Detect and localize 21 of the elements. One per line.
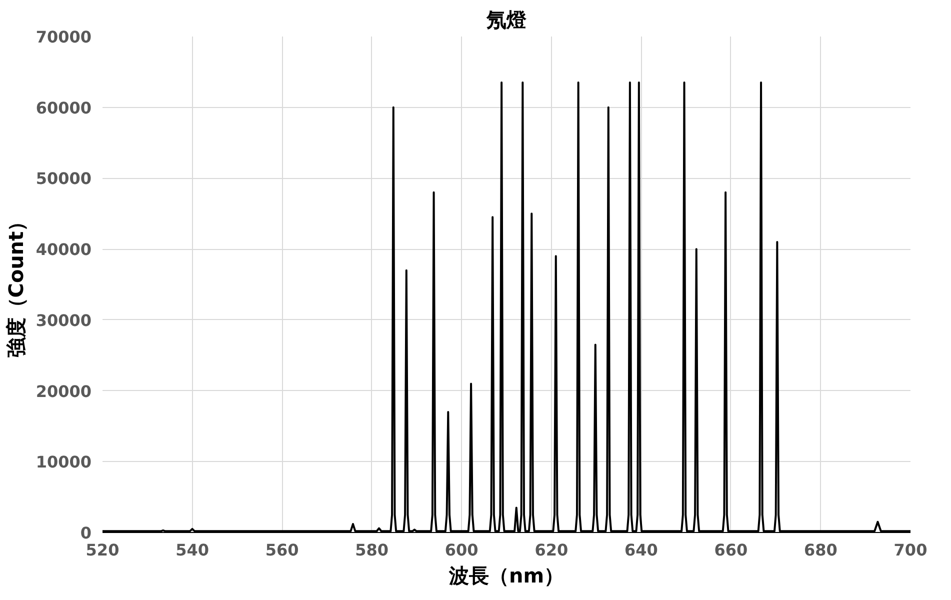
chart-title: 氖燈 (486, 8, 528, 32)
x-tick-label: 700 (894, 540, 928, 560)
y-tick-label: 0 (80, 524, 92, 542)
y-tick-label: 70000 (36, 28, 92, 46)
x-axis-title: 波長（nm） (448, 564, 564, 588)
x-tick-label: 660 (714, 540, 748, 560)
y-tick-label: 20000 (36, 382, 92, 401)
x-tick-label: 520 (86, 540, 120, 560)
x-tick-label: 620 (534, 540, 568, 560)
x-tick-label: 600 (444, 540, 478, 560)
x-tick-label: 580 (355, 540, 389, 560)
x-tick-label: 640 (624, 540, 658, 560)
y-tick-label: 40000 (36, 240, 92, 260)
y-tick-label: 60000 (36, 98, 92, 118)
y-tick-label: 30000 (36, 310, 92, 330)
y-tick-label: 10000 (36, 452, 92, 472)
x-tick-label: 540 (176, 540, 209, 560)
x-tick-label: 560 (265, 540, 299, 560)
x-tick-label: 680 (804, 540, 838, 560)
y-tick-label: 50000 (36, 169, 92, 188)
y-axis-title: 強度（Count） (4, 211, 28, 358)
